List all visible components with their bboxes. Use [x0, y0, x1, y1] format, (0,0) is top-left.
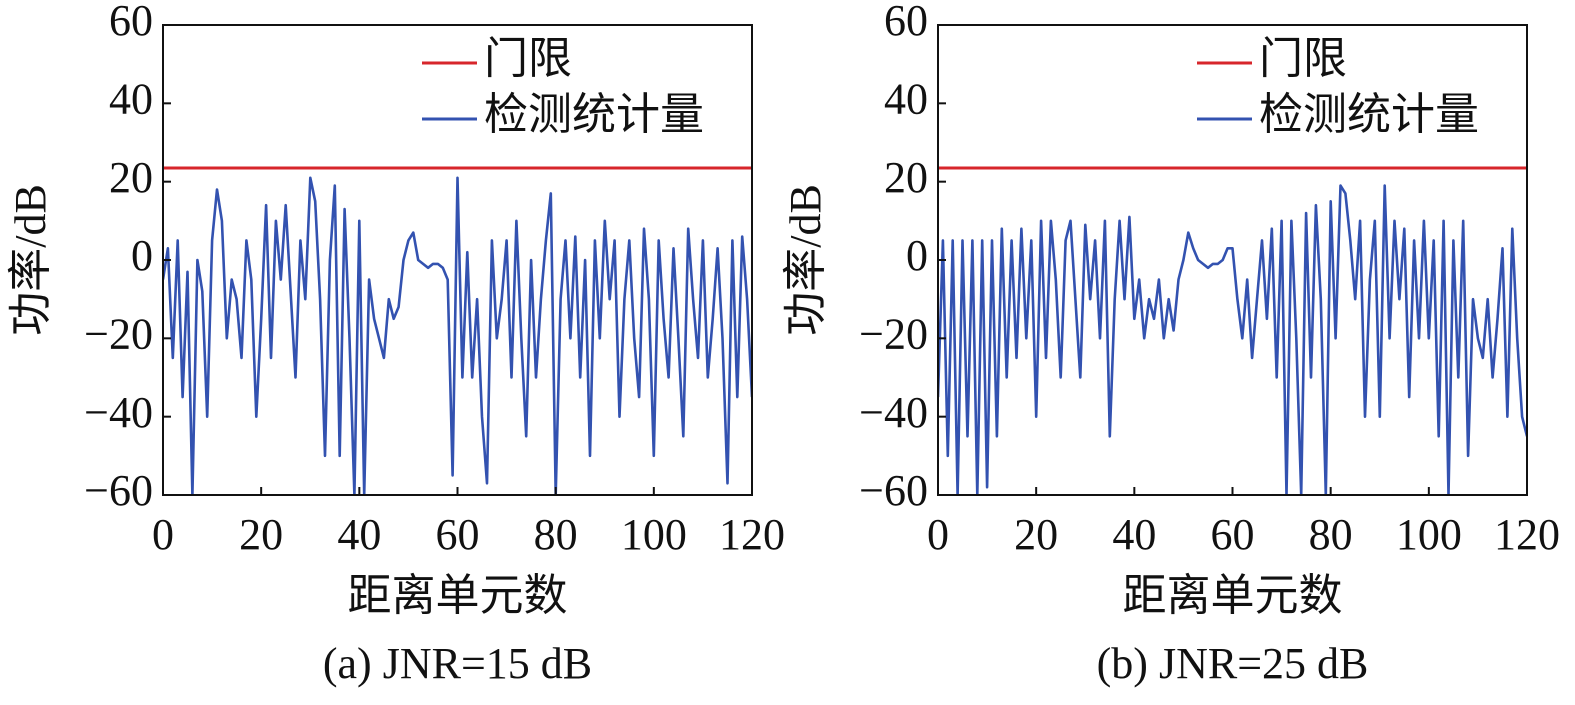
- x-tick-label: 80: [534, 510, 578, 559]
- y-tick-label: 0: [906, 231, 928, 280]
- caption: (a) JNR=15 dB: [323, 639, 592, 688]
- y-tick-label: −60: [859, 466, 928, 515]
- x-tick-label: 80: [1309, 510, 1353, 559]
- y-tick-label: 20: [109, 153, 153, 202]
- y-axis-label: 功率/dB: [781, 184, 830, 336]
- caption: (b) JNR=25 dB: [1097, 639, 1369, 688]
- x-tick-label: 0: [152, 510, 174, 559]
- y-tick-label: 0: [131, 231, 153, 280]
- x-tick-label: 60: [1211, 510, 1255, 559]
- x-tick-label: 100: [621, 510, 687, 559]
- x-tick-label: 20: [1014, 510, 1058, 559]
- legend-label: 门限: [484, 34, 572, 83]
- x-tick-label: 0: [927, 510, 949, 559]
- y-tick-label: −20: [84, 309, 153, 358]
- y-tick-label: 40: [884, 74, 928, 123]
- x-axis-label: 距离单元数: [348, 571, 568, 620]
- subplot: 0 20 40 60 80 100 120 −60 −40 −20 0 20 40 60 距离单元数 (b) …: [781, 0, 1560, 688]
- y-tick-label: −20: [859, 309, 928, 358]
- legend-label: 检测统计量: [484, 90, 704, 139]
- x-tick-label: 40: [337, 510, 381, 559]
- series-line: [163, 176, 752, 495]
- y-tick-label: 20: [884, 153, 928, 202]
- y-tick-label: −40: [84, 388, 153, 437]
- x-tick-label: 40: [1112, 510, 1156, 559]
- x-tick-label: 120: [719, 510, 785, 559]
- y-tick-label: −40: [859, 388, 928, 437]
- x-tick-label: 100: [1396, 510, 1462, 559]
- series-line: [938, 184, 1527, 495]
- y-axis-label: 功率/dB: [6, 184, 55, 336]
- y-tick-label: 60: [109, 0, 153, 45]
- x-tick-label: 60: [436, 510, 480, 559]
- y-tick-label: −60: [84, 466, 153, 515]
- x-tick-label: 120: [1494, 510, 1560, 559]
- y-tick-label: 60: [884, 0, 928, 45]
- y-tick-label: 40: [109, 74, 153, 123]
- subplot: 0 20 40 60 80 100 120 −60 −40 −20 0 20 40 60 距离单元数 (a) …: [6, 0, 785, 688]
- legend-label: 门限: [1259, 34, 1347, 83]
- legend-label: 检测统计量: [1259, 90, 1479, 139]
- x-tick-label: 20: [239, 510, 283, 559]
- x-axis-label: 距离单元数: [1123, 571, 1343, 620]
